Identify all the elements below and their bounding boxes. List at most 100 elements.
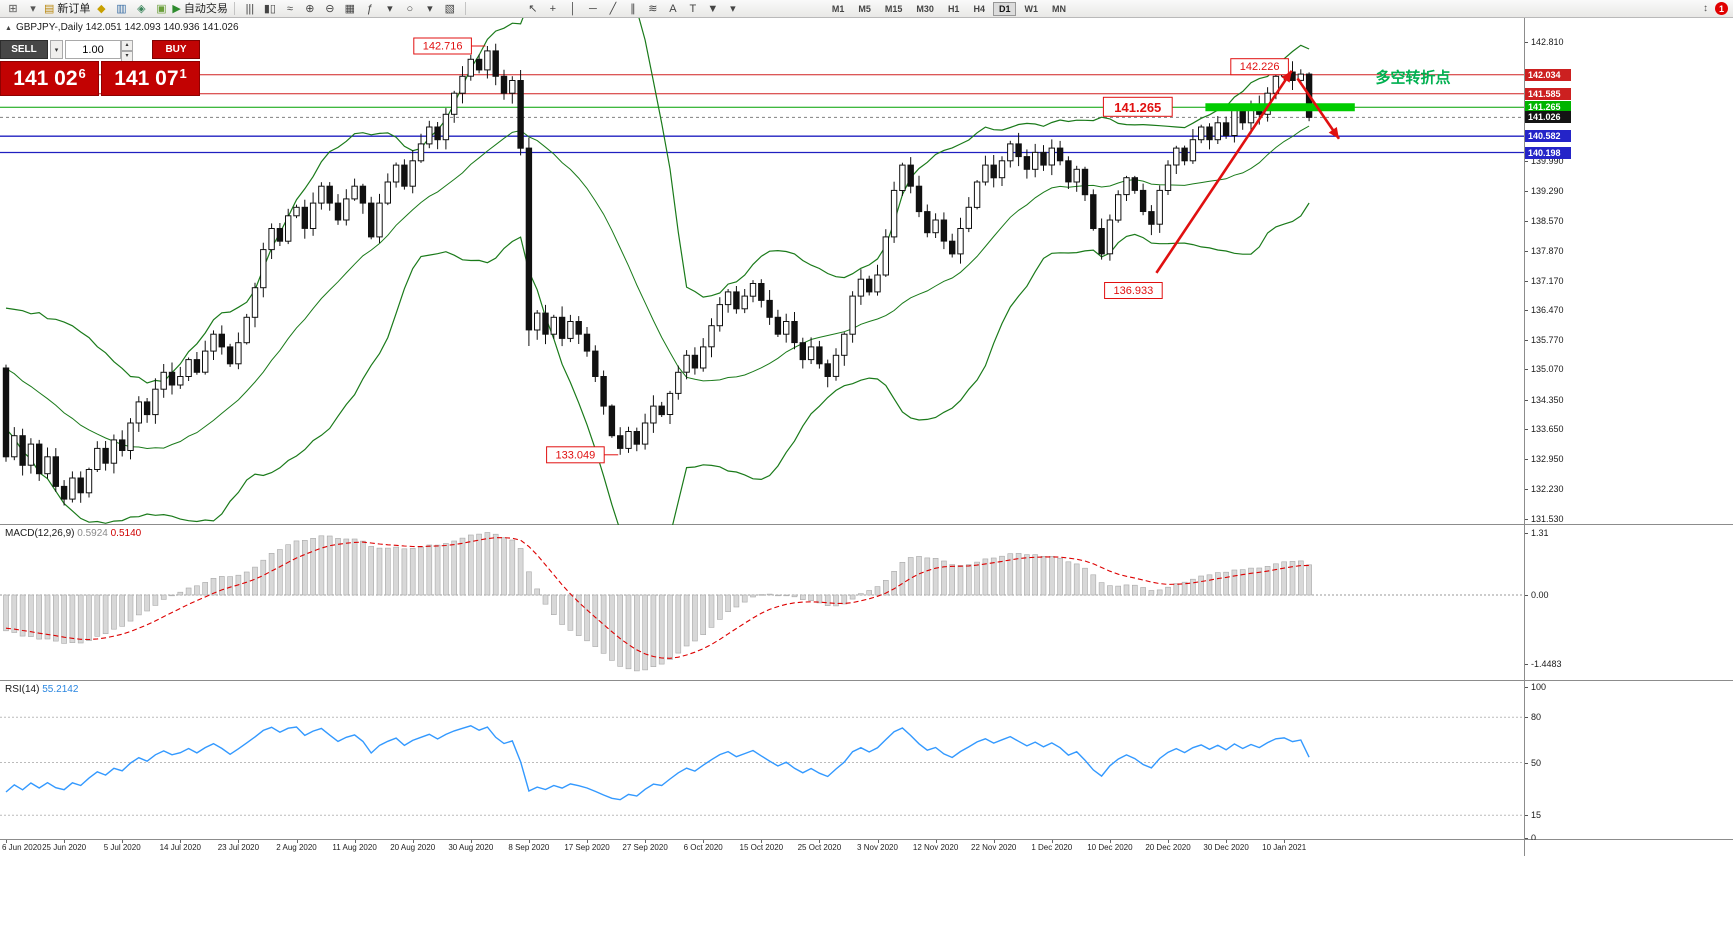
one-click-toggle-icon[interactable]: ▲ — [5, 25, 12, 32]
bar-chart-button[interactable]: ||| — [241, 1, 259, 17]
date-label: 1 Dec 2020 — [1031, 843, 1073, 852]
cursor-icon: ↖ — [528, 2, 538, 15]
crosshair-button[interactable]: + — [544, 1, 562, 17]
terminal-button[interactable]: ▣ — [152, 1, 170, 17]
templates-button[interactable]: ▧ — [441, 1, 459, 17]
navigator-button[interactable]: ◈ — [132, 1, 150, 17]
tile-windows-icon: ▦ — [344, 2, 356, 15]
market-watch-icon: ▥ — [116, 2, 127, 15]
buy-price-main: 141 07 — [114, 66, 179, 90]
timeframe-h4-button[interactable]: H4 — [973, 3, 985, 14]
date-label: 30 Dec 2020 — [1203, 843, 1249, 852]
trendline-button[interactable]: ╱ — [604, 1, 622, 17]
volume-input[interactable] — [65, 40, 121, 59]
price-badge-141.026: 141.026 — [1525, 111, 1571, 124]
timeframe-h1-button[interactable]: H1 — [947, 3, 960, 14]
chart-type-dropdown-icon: ▾ — [30, 2, 36, 15]
date-label: 20 Dec 2020 — [1145, 843, 1191, 852]
trend-arrows[interactable] — [1155, 70, 1341, 274]
periods-button[interactable]: ○ — [401, 1, 419, 17]
notification-badge[interactable]: 1 — [1715, 2, 1728, 15]
bollinger-bands — [5, 18, 1310, 525]
toolbar-overflow-icon[interactable]: ↕ — [1703, 3, 1708, 14]
price-tick: 135.070 — [1531, 364, 1564, 375]
buy-button[interactable]: BUY — [152, 40, 200, 59]
arrows-dropdown-button[interactable]: ▾ — [724, 1, 742, 17]
arrows-tool-button[interactable]: ▼ — [704, 1, 722, 17]
sell-price[interactable]: 141 02 6 — [0, 61, 99, 96]
vertical-line-icon: │ — [569, 2, 577, 15]
macd-canvas[interactable] — [0, 525, 1524, 680]
date-label: 10 Jan 2021 — [1262, 843, 1307, 852]
cursor-button[interactable]: ↖ — [524, 1, 542, 17]
date-label: 6 Oct 2020 — [683, 843, 723, 852]
rsi-axis[interactable]: 100 80 50 15 0 — [1524, 681, 1733, 843]
templates-icon: ▧ — [444, 2, 456, 15]
timeframe-d1-button[interactable]: D1 — [992, 1, 1017, 16]
date-label: 6 Jun 2020 — [2, 843, 42, 852]
timeframe-m5-button[interactable]: M5 — [858, 3, 871, 14]
buy-price[interactable]: 141 07 1 — [101, 61, 200, 96]
price-tick: 135.770 — [1531, 334, 1564, 345]
price-label-callouts: 142.716 142.226 141.265 136.933 133.049 — [413, 37, 1289, 464]
date-label: 11 Aug 2020 — [332, 843, 377, 852]
zoom-out-button[interactable]: ⊖ — [321, 1, 339, 17]
text-label-button[interactable]: T — [684, 1, 702, 17]
macd-name: MACD(12,26,9) — [5, 528, 75, 539]
new-order-icon: ▤ — [44, 2, 55, 15]
date-label: 22 Nov 2020 — [971, 843, 1017, 852]
zoom-in-button[interactable]: ⊕ — [301, 1, 319, 17]
text-button[interactable]: A — [664, 1, 682, 17]
periods-dropdown-button[interactable]: ▾ — [421, 1, 439, 17]
main-chart-panel: 142.716 142.226 141.265 136.933 133.049 多空转折点… — [0, 18, 1733, 525]
date-label: 12 Nov 2020 — [912, 843, 959, 852]
line-chart-icon: ≈ — [286, 2, 293, 15]
toolbar-right-group: ↕ 1 — [1703, 2, 1733, 15]
price-chart-canvas[interactable]: 142.716 142.226 141.265 136.933 133.049 多空转折点 — [0, 18, 1524, 525]
price-tick: 136.470 — [1531, 305, 1564, 316]
timeframe-m30-button[interactable]: M30 — [916, 3, 934, 14]
price-axis[interactable]: 142.810 139.990 139.290 138.570 137.870 137.1… — [1524, 18, 1733, 524]
indicators-button[interactable]: ƒ — [361, 1, 379, 17]
tile-windows-button[interactable]: ▦ — [341, 1, 359, 17]
timeframe-m15-button[interactable]: M15 — [884, 3, 903, 14]
market-watch-button[interactable]: ▥ — [112, 1, 130, 17]
date-axis[interactable]: 6 Jun 2020 25 Jun 2020 5 Jul 2020 14 Jul 20… — [0, 840, 1733, 856]
volume-up-button[interactable]: ▴ — [121, 40, 133, 51]
timeframe-m1-button[interactable]: M1 — [831, 3, 845, 14]
candlestick-chart-button[interactable]: ▮▯ — [261, 1, 279, 17]
price-callout-142.226: 142.226 — [1240, 61, 1280, 73]
price-callout-141.265: 141.265 — [1114, 100, 1161, 115]
price-tick: 134.350 — [1531, 394, 1564, 405]
alerts-button[interactable]: ◆ — [92, 1, 110, 17]
horizontal-line-button[interactable]: ─ — [584, 1, 602, 17]
navigator-icon: ◈ — [137, 2, 146, 15]
macd-tick: -1.4483 — [1531, 658, 1562, 669]
new-order-button[interactable]: ▤ 新订单 — [44, 1, 90, 17]
rsi-canvas[interactable] — [0, 681, 1524, 839]
text-label-icon: T — [689, 2, 697, 15]
new-chart-icon: ⊞ — [8, 2, 18, 15]
alerts-icon: ◆ — [97, 2, 106, 15]
price-tick: 142.810 — [1531, 37, 1564, 47]
timeframe-w1-button[interactable]: W1 — [1024, 3, 1038, 14]
macd-histogram — [3, 532, 1312, 672]
trade-panel-prices: 141 02 6 141 07 1 — [0, 61, 200, 96]
horizontal-lines — [0, 74, 1524, 154]
timeframe-mn-button[interactable]: MN — [1051, 3, 1066, 14]
line-chart-button[interactable]: ≈ — [281, 1, 299, 17]
chart-type-dropdown-button[interactable]: ▾ — [24, 1, 42, 17]
date-label: 27 Sep 2020 — [622, 843, 668, 852]
candles — [2, 43, 1313, 506]
channel-button[interactable]: ∥ — [624, 1, 642, 17]
auto-trading-button[interactable]: ▶ 自动交易 — [172, 1, 227, 17]
fibonacci-button[interactable]: ≋ — [644, 1, 662, 17]
sell-button[interactable]: SELL — [0, 40, 48, 59]
new-chart-button[interactable]: ⊞ — [4, 1, 22, 17]
macd-axis[interactable]: 1.31 0.00 -1.4483 — [1524, 525, 1733, 680]
vertical-line-button[interactable]: │ — [564, 1, 582, 17]
sell-options-chevron-icon[interactable]: ▾ — [50, 40, 63, 59]
price-tick: 137.870 — [1531, 245, 1564, 256]
price-badge-142.034: 142.034 — [1525, 68, 1571, 81]
indicators-dropdown-button[interactable]: ▾ — [381, 1, 399, 17]
